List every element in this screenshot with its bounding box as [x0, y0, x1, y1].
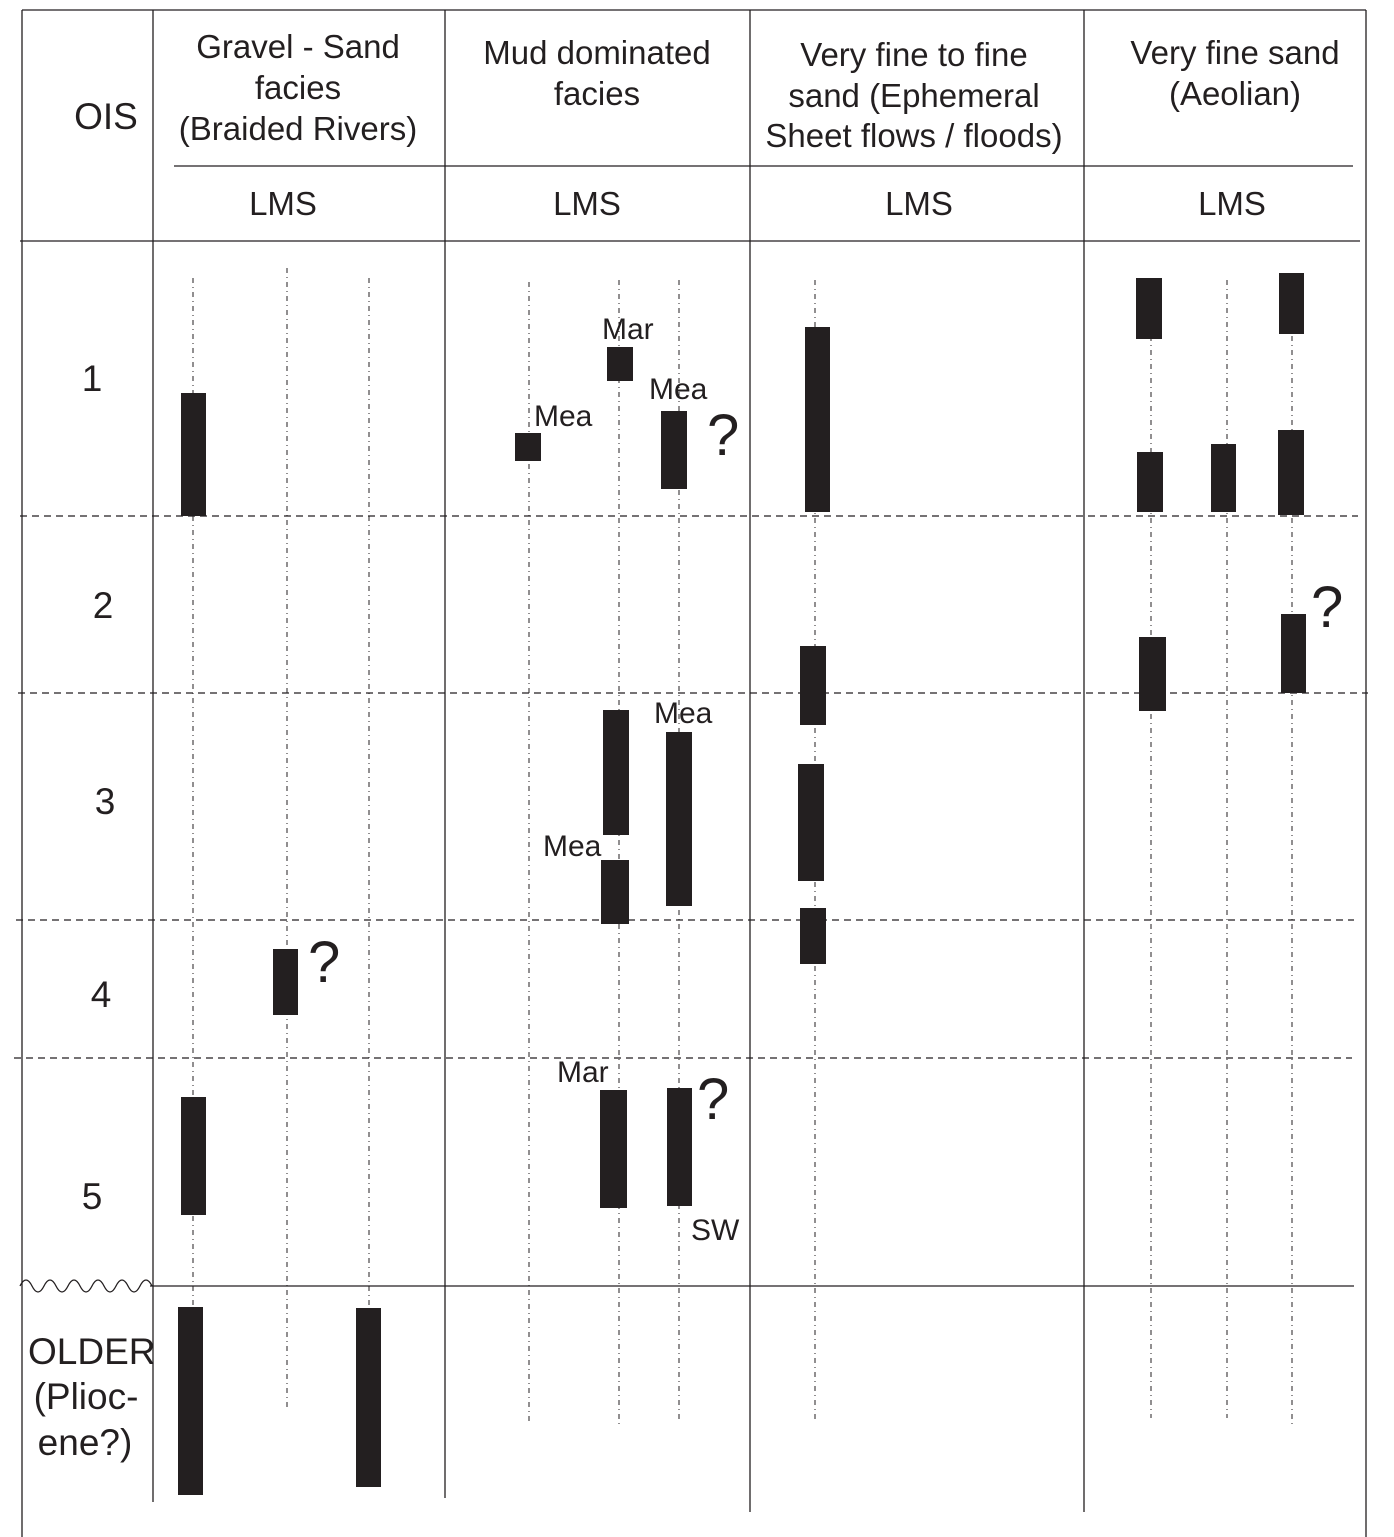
range-bar — [805, 327, 830, 512]
row-line: (Plioc- — [34, 1376, 139, 1417]
range-bar — [356, 1308, 381, 1487]
mar-label: Mar — [557, 1056, 609, 1089]
row-line: ene?) — [38, 1422, 133, 1463]
lms-subheader: LMS — [249, 185, 317, 222]
header-line: Very fine to fine — [800, 36, 1027, 73]
range-bar — [181, 1097, 206, 1215]
mea-label: Mea — [654, 697, 713, 730]
header-line: Mud dominated — [483, 34, 710, 71]
range-bar — [1278, 430, 1304, 515]
table-grid — [20, 9, 1367, 1537]
mea-label: Mea — [534, 400, 593, 433]
facies-header-mud: Mud dominated facies — [483, 34, 710, 112]
lms-subheader: LMS — [1198, 185, 1266, 222]
range-bar — [601, 860, 629, 924]
range-bar — [798, 764, 824, 881]
facies-header-aeolian: Very fine sand (Aeolian) — [1130, 34, 1339, 112]
range-bar — [1139, 637, 1166, 711]
ois-row-older: OLDER (Plioc- ene?) — [28, 1331, 155, 1463]
mar-label: Mar — [602, 313, 654, 346]
header-line: (Aeolian) — [1169, 75, 1301, 112]
range-bars — [178, 273, 1306, 1495]
range-bar — [607, 347, 633, 381]
header-line: Very fine sand — [1130, 34, 1339, 71]
range-bar — [661, 411, 687, 489]
lms-subheader: LMS — [553, 185, 621, 222]
row-line: OLDER — [28, 1331, 155, 1372]
header-line: Sheet flows / floods) — [765, 117, 1062, 154]
header-line: (Braided Rivers) — [179, 110, 417, 147]
header-line: sand (Ephemeral — [788, 77, 1039, 114]
ois-row-4: 4 — [91, 974, 112, 1015]
range-bar — [800, 908, 826, 964]
site-guides — [192, 268, 1293, 1490]
range-bar — [1279, 273, 1304, 334]
facies-header-gravel-sand: Gravel - Sand facies (Braided Rivers) — [179, 28, 417, 147]
mea-label: Mea — [543, 830, 602, 863]
ois-header: OIS — [74, 96, 138, 137]
uncertain-mark: ? — [697, 1067, 729, 1132]
header-line: Gravel - Sand — [196, 28, 400, 65]
ois-row-5: 5 — [82, 1176, 103, 1217]
range-bar — [178, 1307, 203, 1495]
uncertain-mark: ? — [308, 930, 340, 995]
unconformity-line — [19, 1279, 153, 1293]
range-bar — [1211, 444, 1236, 512]
range-bar — [800, 646, 826, 725]
uncertain-mark: ? — [1311, 575, 1343, 640]
range-bar — [603, 710, 629, 835]
range-bar — [1281, 614, 1306, 693]
header-line: facies — [255, 69, 341, 106]
range-bar — [600, 1090, 627, 1208]
ois-row-1: 1 — [82, 358, 103, 399]
header-line: facies — [554, 75, 640, 112]
bar-annotations: Mar Mea Mea Mea Mea Mar SW ? ? ? ? — [308, 313, 1343, 1247]
lms-subheader: LMS — [885, 185, 953, 222]
ois-row-3: 3 — [95, 781, 116, 822]
range-bar — [515, 433, 541, 461]
range-bar — [1136, 278, 1162, 339]
row-separators — [14, 515, 1368, 1059]
facies-header-ephemeral: Very fine to fine sand (Ephemeral Sheet … — [765, 36, 1062, 154]
mea-label: Mea — [649, 373, 708, 406]
range-bar — [273, 949, 298, 1015]
sw-label: SW — [691, 1214, 740, 1247]
range-bar — [666, 732, 692, 906]
range-bar — [667, 1088, 692, 1206]
range-bar — [181, 393, 206, 516]
ois-row-2: 2 — [93, 585, 114, 626]
range-bar — [1137, 452, 1163, 512]
uncertain-mark: ? — [707, 403, 739, 468]
